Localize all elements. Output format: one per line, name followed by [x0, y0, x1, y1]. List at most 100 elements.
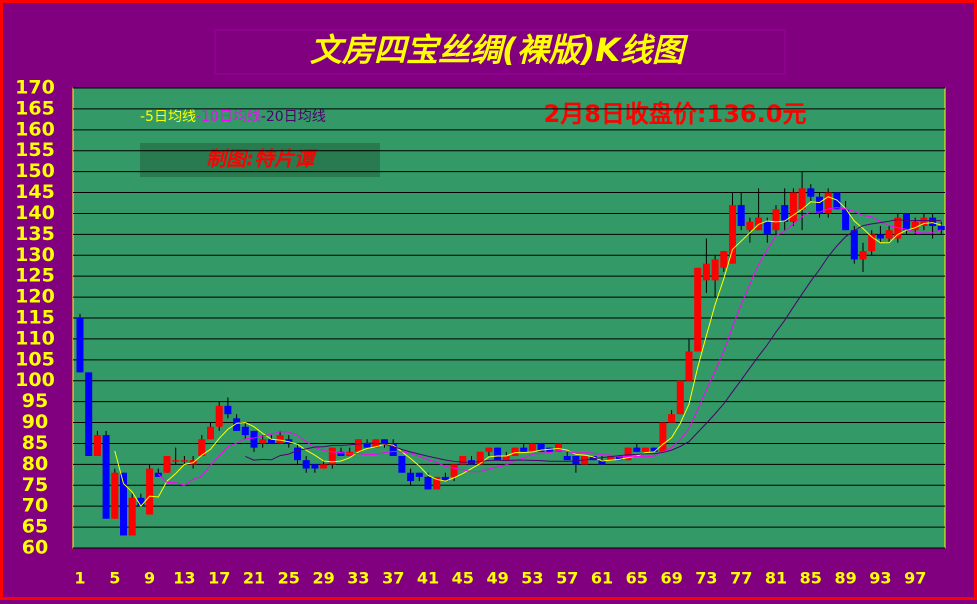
credit: 制图:特片谭 — [206, 147, 318, 171]
candle-body — [433, 476, 441, 490]
candle-body — [389, 443, 397, 456]
y-tick-label: 165 — [15, 97, 55, 119]
candle-body — [737, 205, 745, 226]
candle-body — [320, 464, 328, 469]
y-tick-label: 90 — [22, 411, 48, 433]
x-tick-label: 37 — [382, 569, 404, 588]
x-tick-label: 69 — [660, 569, 682, 588]
candle-body — [180, 460, 188, 462]
x-tick-label: 93 — [869, 569, 891, 588]
candle-body — [763, 221, 771, 235]
candle-body — [259, 439, 267, 444]
candle-body — [302, 460, 310, 469]
candle-body — [868, 234, 876, 252]
candle-body — [555, 443, 562, 452]
candle-body — [676, 380, 684, 415]
candle-body — [102, 435, 110, 519]
x-tick-label: 9 — [144, 569, 155, 588]
candle-body — [128, 497, 136, 536]
candle-body — [842, 209, 850, 231]
candle-body — [937, 226, 945, 231]
x-tick-label: 21 — [243, 569, 265, 588]
candle-body — [929, 217, 937, 226]
candle-body — [624, 447, 632, 461]
title-box — [214, 29, 786, 75]
ma-line — [245, 219, 942, 463]
x-tick-label: 25 — [278, 569, 300, 588]
y-tick-label: 140 — [15, 202, 55, 224]
y-tick-label: 65 — [22, 516, 48, 538]
candle-body — [241, 426, 249, 436]
candle-body — [294, 447, 301, 461]
legend: -5日均线 -10日均线 -20日均线 — [140, 109, 326, 125]
candle-body — [407, 472, 415, 482]
candle-body — [729, 205, 736, 264]
x-tick-label: 77 — [730, 569, 752, 588]
candle-body — [250, 430, 258, 448]
x-tick-label: 29 — [312, 569, 334, 588]
candle-body — [702, 263, 710, 281]
x-tick-label: 73 — [695, 569, 717, 588]
candle-body — [93, 435, 101, 456]
y-tick-label: 135 — [15, 223, 55, 245]
candle-body — [363, 443, 371, 448]
candle-body — [807, 188, 815, 197]
candle-body — [720, 251, 728, 268]
annotation: 2月8日收盘价:136.0元 — [544, 100, 807, 128]
candle-body — [354, 439, 362, 452]
candle-body — [659, 422, 667, 452]
y-tick-label: 155 — [15, 139, 55, 161]
candle-body — [711, 259, 719, 281]
candle-body — [137, 497, 145, 507]
candle-body — [850, 230, 858, 260]
x-tick-label: 1 — [74, 569, 85, 588]
y-tick-label: 110 — [15, 327, 55, 349]
candle-body — [172, 460, 180, 462]
x-tick-label: 65 — [626, 569, 648, 588]
candle-body — [520, 447, 528, 452]
candle-body — [903, 213, 910, 231]
candle-body — [398, 456, 406, 473]
candle-body — [328, 447, 336, 465]
candle-body — [789, 192, 797, 222]
candle-body — [459, 456, 467, 465]
candle-body — [642, 447, 649, 452]
x-tick-label: 45 — [452, 569, 474, 588]
y-tick-label: 75 — [22, 474, 48, 496]
y-tick-label: 150 — [15, 160, 55, 182]
candle-body — [163, 456, 171, 473]
y-tick-label: 80 — [22, 453, 48, 475]
candle-body — [450, 464, 458, 477]
candle-body — [381, 439, 388, 444]
candle-body — [502, 456, 510, 461]
ma-line — [114, 196, 942, 508]
candle-body — [650, 447, 658, 452]
candle-body — [859, 251, 867, 260]
y-tick-label: 160 — [15, 118, 55, 140]
candle-body — [746, 221, 754, 231]
legend-entry: -20日均线 — [261, 109, 326, 125]
candle-body — [911, 221, 919, 231]
y-tick-label: 100 — [15, 369, 55, 391]
candle-body — [494, 447, 502, 461]
candle-body — [111, 472, 119, 519]
candle-body — [476, 451, 484, 465]
candle-body — [424, 476, 432, 490]
candle-body — [311, 464, 319, 469]
candle-body — [267, 439, 275, 444]
candle-body — [607, 456, 615, 461]
candle-body — [781, 205, 789, 222]
candle-body — [876, 234, 884, 239]
candle-body — [920, 217, 928, 226]
y-tick-label: 85 — [22, 432, 48, 454]
candle-body — [615, 456, 623, 461]
y-tick-label: 115 — [15, 307, 55, 329]
x-tick-label: 81 — [765, 569, 787, 588]
candle-body — [337, 451, 345, 456]
x-tick-label: 57 — [556, 569, 578, 588]
y-tick-label: 105 — [15, 348, 55, 370]
candle-body — [154, 472, 162, 477]
x-tick-label: 41 — [417, 569, 439, 588]
candle-body — [668, 414, 676, 423]
